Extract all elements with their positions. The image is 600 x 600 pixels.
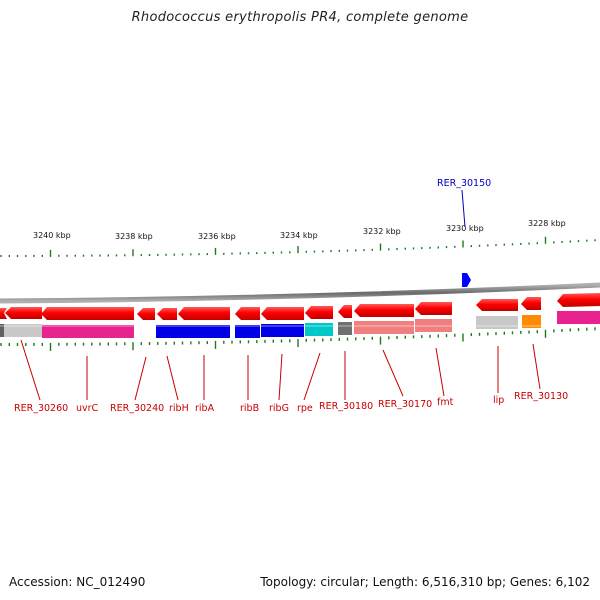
- leader-line: [134, 356, 147, 401]
- gene-label: uvrC: [76, 403, 99, 414]
- bottom-gene-labels: RER_30260 uvrC RER_30240 ribH ribA ribB …: [14, 391, 568, 414]
- genome-summary-text: Topology: circular; Length: 6,516,310 bp…: [260, 575, 590, 589]
- gene-arrow: [476, 299, 518, 311]
- category-segment: [261, 324, 304, 337]
- category-segment: [338, 322, 352, 335]
- gene-label: ribA: [195, 403, 215, 414]
- gene-arrow: [137, 308, 155, 320]
- gene-arrow: [5, 307, 42, 319]
- gene-label: RER_30130: [514, 391, 568, 402]
- gene-arrow: [41, 307, 134, 320]
- category-segment: [415, 319, 452, 332]
- leader-line: [20, 339, 41, 401]
- category-bar: [0, 311, 600, 338]
- leader-line: [303, 352, 321, 401]
- category-segment: [156, 325, 230, 338]
- leader-line: [278, 353, 283, 401]
- gene-arrow: [235, 307, 260, 320]
- genome-backbone: [0, 282, 600, 304]
- accession-text: Accession: NC_012490: [9, 575, 146, 589]
- leader-line: [532, 343, 541, 390]
- genome-title: Rhodococcus erythropolis PR4, complete g…: [131, 10, 469, 25]
- gene-arrow: [521, 297, 541, 310]
- kbp-label-3232: 3232 kbp: [363, 227, 401, 236]
- gene-arrows: [0, 293, 600, 320]
- gene-label: ribB: [240, 403, 259, 414]
- gene-label: RER_30180: [319, 401, 373, 412]
- top-gene-annotation: RER_30150: [437, 178, 491, 228]
- gene-label: ribG: [269, 403, 289, 414]
- category-segment: [354, 321, 414, 334]
- blue-gene-arrow: [462, 273, 471, 287]
- gene-label: RER_30240: [110, 403, 164, 414]
- kbp-label-3230: 3230 kbp: [446, 224, 484, 233]
- category-segment: [4, 324, 42, 337]
- category-segment: [476, 316, 518, 329]
- category-segment: [522, 315, 541, 328]
- category-gloss: [0, 325, 600, 327]
- gene-arrow: [415, 302, 452, 315]
- gene-label: lip: [493, 395, 504, 406]
- gene-arrow: [157, 308, 177, 320]
- leader-line: [461, 189, 466, 228]
- leader-line: [435, 347, 445, 397]
- kbp-label-3236: 3236 kbp: [198, 232, 236, 241]
- leader-line: [166, 355, 179, 401]
- bottom-gene-annotations: [20, 339, 541, 401]
- category-segment: [557, 311, 600, 324]
- kbp-label-3238: 3238 kbp: [115, 232, 153, 241]
- gene-label: RER_30260: [14, 403, 68, 414]
- gene-arrow: [557, 293, 600, 307]
- gene-arrow: [261, 307, 304, 320]
- leader-line: [382, 349, 404, 397]
- kbp-label-3240: 3240 kbp: [33, 231, 71, 240]
- coordinate-labels: 3240 kbp 3238 kbp 3236 kbp 3234 kbp 3232…: [33, 219, 566, 241]
- gene-label: RER_30170: [378, 399, 432, 410]
- gene-label: fmt: [437, 397, 454, 408]
- gene-arrow: [178, 307, 230, 320]
- tick-row-top: [0, 236, 596, 257]
- category-segment: [305, 323, 333, 336]
- gene-arrow: [0, 308, 7, 319]
- gene-label: rpe: [297, 403, 313, 414]
- category-segment: [42, 325, 134, 338]
- tick-row-bottom: [0, 327, 596, 351]
- category-segment: [0, 324, 4, 337]
- gene-label: ribH: [169, 403, 189, 414]
- gene-arrow: [305, 306, 333, 319]
- category-segment: [235, 325, 260, 338]
- gene-arrow: [338, 305, 352, 318]
- kbp-label-3228: 3228 kbp: [528, 219, 566, 228]
- gene-arrow: [354, 304, 414, 317]
- kbp-label-3234: 3234 kbp: [280, 231, 318, 240]
- gene-label-rer30150: RER_30150: [437, 178, 491, 189]
